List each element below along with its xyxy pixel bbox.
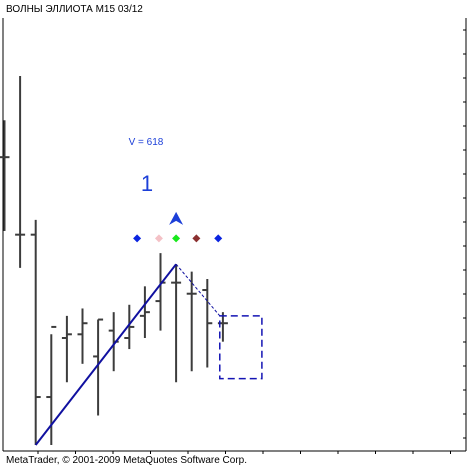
ohlc-bar — [202, 278, 213, 368]
chart-title: ВОЛНЫ ЭЛЛИОТА M15 03/12 — [6, 4, 143, 15]
arrow-up-icon-shape — [169, 211, 184, 225]
wave-correction-line — [175, 263, 221, 317]
diamond-icon — [154, 234, 163, 243]
wave-number-label: 1 — [141, 171, 153, 196]
ohlc-bar — [171, 264, 182, 383]
ohlc-bar — [124, 304, 135, 350]
diamond-icon — [192, 234, 201, 243]
ohlc-bar — [139, 286, 150, 338]
ohlc-bar — [46, 325, 57, 445]
ohlc-bar — [155, 253, 166, 331]
ohlc-bar — [77, 308, 88, 364]
wave-impulse-line — [34, 263, 177, 446]
ohlc-bar — [186, 271, 197, 372]
copyright-footer: MetaTrader, © 2001-2009 MetaQuotes Softw… — [6, 455, 248, 466]
ohlc-bars — [0, 76, 228, 445]
diamond-icon — [133, 234, 142, 243]
ohlc-bar — [108, 312, 119, 372]
wave-level-markers — [133, 234, 223, 243]
ohlc-bar — [0, 120, 10, 231]
diamond-icon — [214, 234, 223, 243]
ohlc-bar — [15, 76, 26, 268]
target-zone-box — [219, 315, 263, 380]
ohlc-bar — [93, 318, 104, 416]
wave-label-v: V = 618 — [129, 137, 164, 148]
diamond-icon — [172, 234, 181, 243]
target-zone — [219, 315, 263, 380]
elliott-wave-lines — [34, 263, 221, 446]
ohlc-bar — [30, 219, 41, 445]
arrow-up-icon — [169, 211, 184, 225]
chart-frame — [2, 18, 467, 454]
ohlc-bar — [61, 315, 72, 383]
